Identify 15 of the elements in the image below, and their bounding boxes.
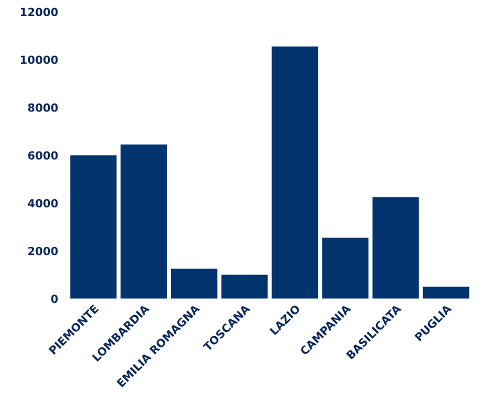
bar [170, 268, 218, 299]
y-tick-label: 8000 [28, 103, 58, 112]
bar [322, 238, 368, 299]
y-tick-label: 4000 [28, 199, 58, 208]
y-tick-label: 6000 [28, 151, 58, 160]
bar [70, 155, 117, 299]
bar [120, 144, 167, 299]
bar [272, 46, 318, 299]
y-tick-label: 2000 [28, 246, 58, 256]
bar [221, 274, 268, 299]
y-tick-label: 0 [51, 294, 58, 304]
bar [422, 286, 470, 299]
y-tick-label: 12000 [20, 8, 58, 16]
bar [372, 197, 419, 299]
y-tick-label: 10000 [20, 56, 58, 64]
